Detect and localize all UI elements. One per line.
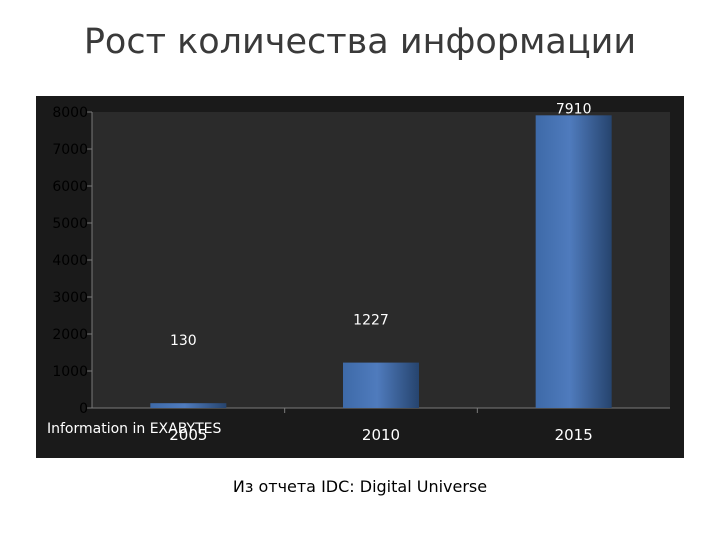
y-tick-label: 6000 [52,179,88,195]
y-tick-label: 3000 [52,290,88,306]
labels: 130 2005 1227 2010 7910 2015 Information in EX… [47,101,593,444]
data-label: 130 [170,333,197,349]
y-tick-label: 4000 [52,253,88,269]
y-tick-label: 7000 [52,142,88,158]
bar-chart: 0 1000 2000 3000 4000 5000 6000 7000 8000 130 200… [47,101,670,444]
bars [150,115,612,408]
source-note: Из отчета IDC: Digital Universe [232,477,488,496]
slide-title: Рост количества информации [83,22,637,62]
y-tick-label: 1000 [52,364,88,380]
y-tick-label: 5000 [52,216,88,232]
y-tick-label: 2000 [52,327,88,343]
data-label: 7910 [556,101,592,117]
y-tick-label: 0 [79,401,88,417]
bar-2005 [150,403,227,408]
bar-2015 [535,115,612,408]
chart-frame: 0 1000 2000 3000 4000 5000 6000 7000 8000 130 200… [36,96,684,458]
x-tick-label: 2010 [362,426,400,444]
y-tick-label: 8000 [52,105,88,121]
unit-label: Information in EXABYTES [47,421,222,437]
bar-2010 [343,362,419,408]
data-label: 1227 [353,313,389,329]
x-tick-label: 2015 [555,426,593,444]
x-tick-label: 2005 [169,426,207,444]
